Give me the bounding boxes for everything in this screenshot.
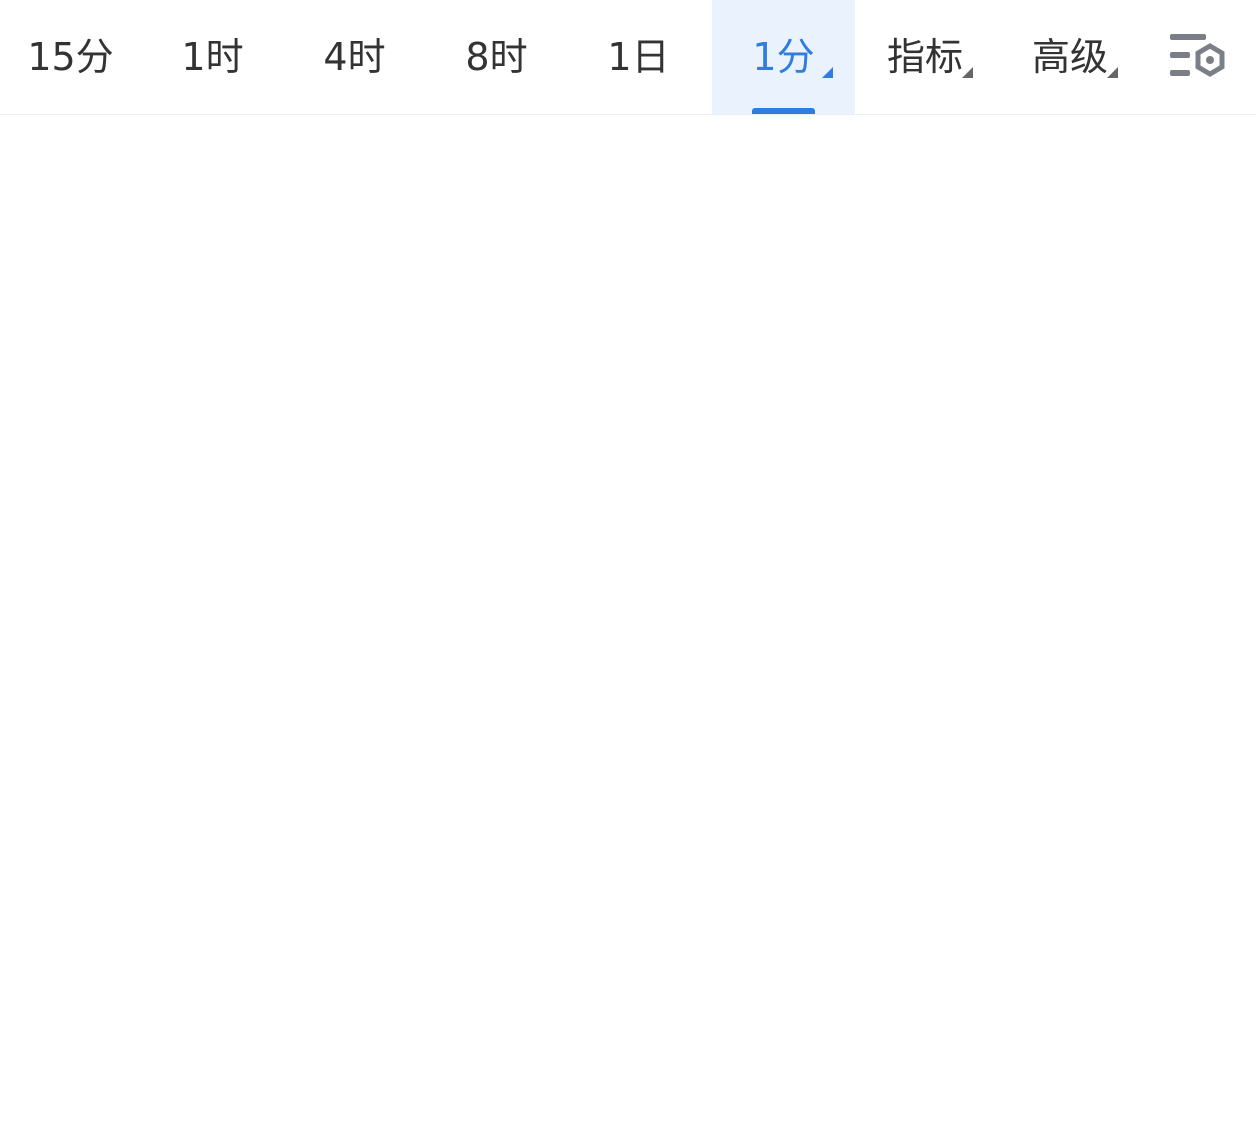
tab-label: 高级 [1031,35,1108,79]
tab-label: 1日 [607,35,670,79]
tab-label: 指标 [886,35,963,79]
toolbar: 15分 1时 4时 8时 1日 1分 指标 高级 66450665006655066600666… [0,0,1256,115]
tab[interactable]: 4时 [292,0,417,114]
icon: 6645066500665506660066650667006675066800… [1170,34,1225,77]
menu-arrow [962,67,973,78]
tab-label: 15分 [27,35,114,79]
tab[interactable]: 高级 [1000,0,1140,114]
tab[interactable]: 15分 [8,0,133,114]
menu-arrow [1107,67,1118,78]
tab-label: 8时 [465,35,528,79]
settings-icon[interactable]: 6645066500665506660066650667006675066800… [1168,32,1226,80]
tab[interactable]: 1分 [712,0,855,114]
tab[interactable]: 指标 [855,0,995,114]
tab[interactable]: 8时 [434,0,559,114]
active-indicator [752,108,815,114]
tab[interactable]: 1时 [150,0,275,114]
tab-label: 1分 [752,35,815,79]
tab[interactable]: 1日 [576,0,701,114]
tab-label: 4时 [323,35,386,79]
menu-arrow [822,67,833,78]
tab-label: 1时 [181,35,244,79]
